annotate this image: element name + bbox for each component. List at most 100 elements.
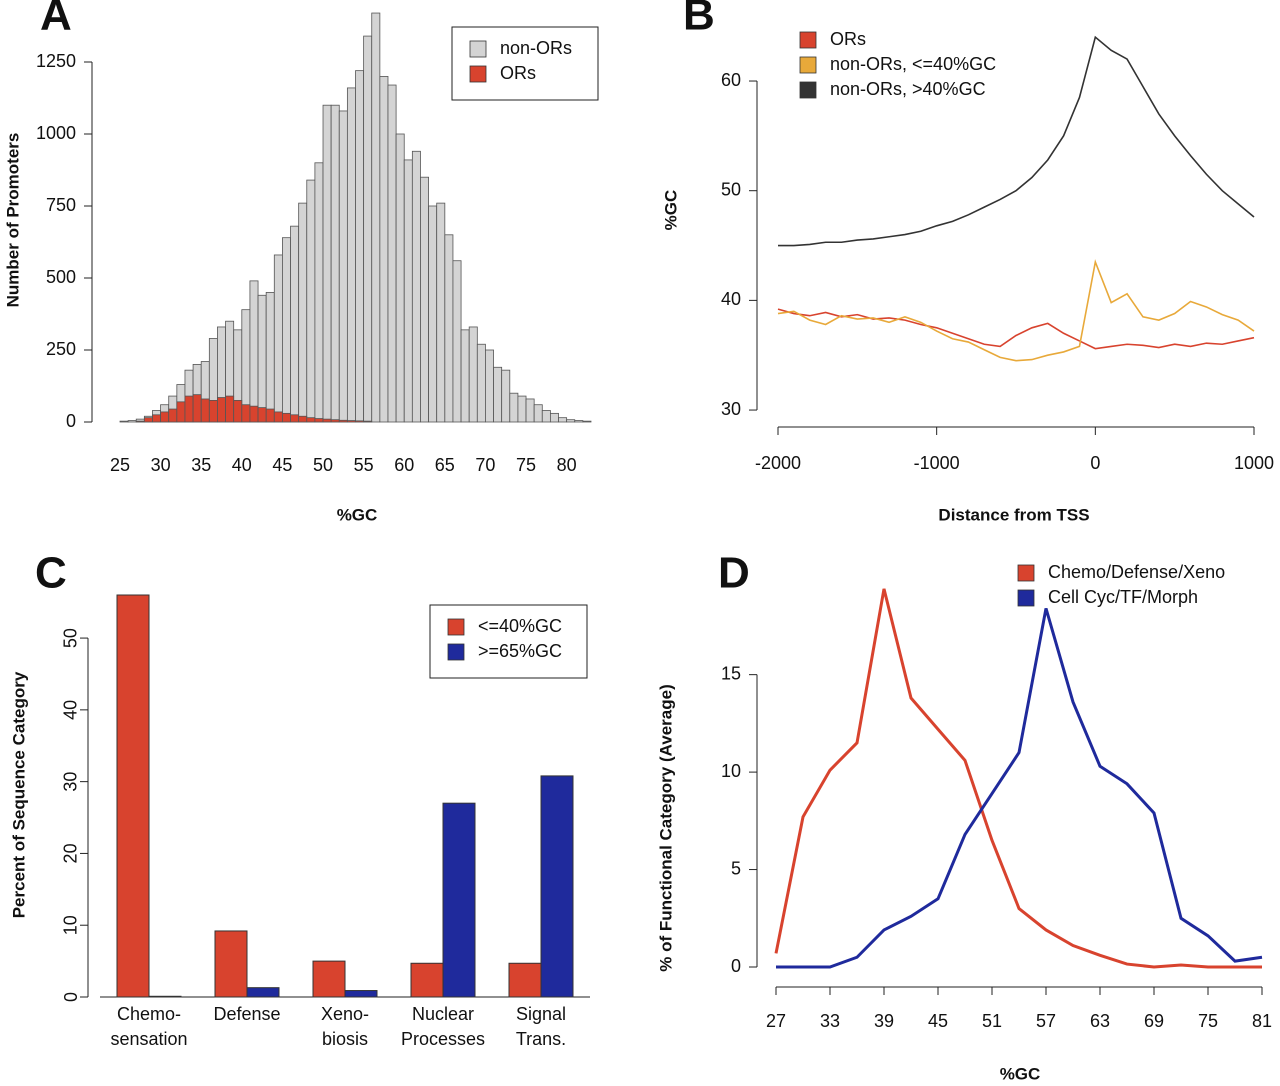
- x-tick-label: 63: [1090, 1011, 1110, 1031]
- histogram-bar: [566, 419, 576, 423]
- panel-label: A: [40, 0, 72, 40]
- y-tick-label: 30: [721, 399, 741, 419]
- histogram-bar: [152, 414, 162, 423]
- x-tick-label: 1000: [1234, 453, 1274, 473]
- histogram-bar: [168, 408, 178, 423]
- histogram-bar: [127, 420, 137, 423]
- histogram-bar: [265, 291, 275, 423]
- x-tick-label: 70: [475, 455, 495, 475]
- y-tick-label: 50: [61, 628, 81, 648]
- y-tick-label: 500: [46, 267, 76, 287]
- histogram-bar: [509, 392, 519, 423]
- histogram-bar: [493, 366, 503, 423]
- histogram-bar: [249, 280, 259, 423]
- x-tick-label: 25: [110, 455, 130, 475]
- bar: [246, 987, 280, 998]
- legend-swatch: [1017, 564, 1035, 582]
- y-axis-title: %GC: [661, 190, 680, 231]
- histogram-bar: [225, 395, 235, 423]
- histogram-bar: [525, 398, 535, 423]
- x-tick-label: 50: [313, 455, 333, 475]
- x-tick-label: Trans.: [516, 1029, 566, 1049]
- histogram-bar: [338, 419, 348, 423]
- histogram-bar: [395, 133, 405, 423]
- histogram-bar: [387, 84, 397, 423]
- x-tick-label: 75: [1198, 1011, 1218, 1031]
- histogram-bar: [574, 420, 584, 423]
- y-tick-label: 1000: [36, 123, 76, 143]
- histogram-bar: [208, 399, 218, 423]
- y-tick-label: 5: [731, 858, 741, 878]
- bar: [410, 962, 444, 998]
- legend-box: [429, 604, 588, 679]
- x-tick-label: 27: [766, 1011, 786, 1031]
- y-tick-label: 1250: [36, 51, 76, 71]
- bar: [344, 990, 378, 998]
- x-tick-label: 45: [928, 1011, 948, 1031]
- legend-swatch: [447, 618, 465, 636]
- histogram-bar: [428, 205, 438, 423]
- legend-label: Cell Cyc/TF/Morph: [1048, 587, 1198, 607]
- bar: [508, 962, 542, 998]
- y-axis-title: Number of Promoters: [3, 133, 22, 308]
- legend-label: non-ORs: [500, 38, 572, 58]
- histogram-bar: [176, 401, 186, 423]
- legend-swatch: [799, 56, 817, 74]
- x-tick-label: 33: [820, 1011, 840, 1031]
- panel-label: B: [683, 0, 715, 40]
- bar: [214, 930, 248, 998]
- y-tick-label: 20: [61, 843, 81, 863]
- y-tick-label: 40: [61, 700, 81, 720]
- x-tick-label: 80: [557, 455, 577, 475]
- x-tick-label: 75: [516, 455, 536, 475]
- x-tick-label: 57: [1036, 1011, 1056, 1031]
- histogram-bar: [411, 150, 421, 423]
- legend-box: [451, 26, 599, 101]
- y-tick-label: 0: [66, 411, 76, 431]
- histogram-bar: [200, 398, 210, 423]
- legend-swatch: [447, 643, 465, 661]
- histogram-bar: [558, 417, 568, 423]
- histogram-bar: [363, 420, 373, 423]
- histogram-bar: [346, 87, 356, 423]
- histogram-bar: [355, 420, 365, 423]
- y-tick-label: 10: [61, 915, 81, 935]
- histogram-bar: [160, 411, 170, 423]
- legend-label: non-ORs, >40%GC: [830, 79, 986, 99]
- histogram-bar: [273, 254, 283, 423]
- bar: [442, 802, 476, 998]
- y-tick-label: 750: [46, 195, 76, 215]
- y-tick-label: 10: [721, 761, 741, 781]
- histogram-bar: [452, 260, 462, 423]
- histogram-bar: [363, 35, 373, 423]
- histogram-bar: [444, 234, 454, 423]
- histogram-bar: [306, 417, 316, 423]
- x-tick-label: sensation: [110, 1029, 187, 1049]
- y-tick-label: 50: [721, 179, 741, 199]
- y-tick-label: 30: [61, 772, 81, 792]
- line-series: [778, 35, 1255, 247]
- histogram-bar: [135, 420, 145, 423]
- y-tick-label: 60: [721, 70, 741, 90]
- panel-label: C: [35, 549, 67, 598]
- x-tick-label: 65: [435, 455, 455, 475]
- histogram-bar: [355, 70, 365, 423]
- x-tick-label: 39: [874, 1011, 894, 1031]
- histogram-bar: [257, 407, 267, 423]
- y-axis-title: Percent of Sequence Category: [9, 671, 28, 918]
- panel-label: D: [718, 549, 750, 598]
- x-axis-title: %GC: [1000, 1064, 1041, 1083]
- histogram-bar: [298, 202, 308, 423]
- x-tick-label: Xeno-: [321, 1004, 369, 1024]
- x-axis-title: Distance from TSS: [938, 505, 1089, 524]
- histogram-bar: [420, 176, 429, 423]
- histogram-bar: [338, 110, 348, 423]
- histogram-bar: [314, 418, 324, 423]
- histogram-bar: [330, 419, 340, 423]
- histogram-bar: [460, 329, 470, 423]
- x-tick-label: Signal: [516, 1004, 566, 1024]
- histogram-bar: [485, 349, 494, 423]
- bar: [540, 775, 574, 998]
- legend-swatch: [1017, 589, 1035, 607]
